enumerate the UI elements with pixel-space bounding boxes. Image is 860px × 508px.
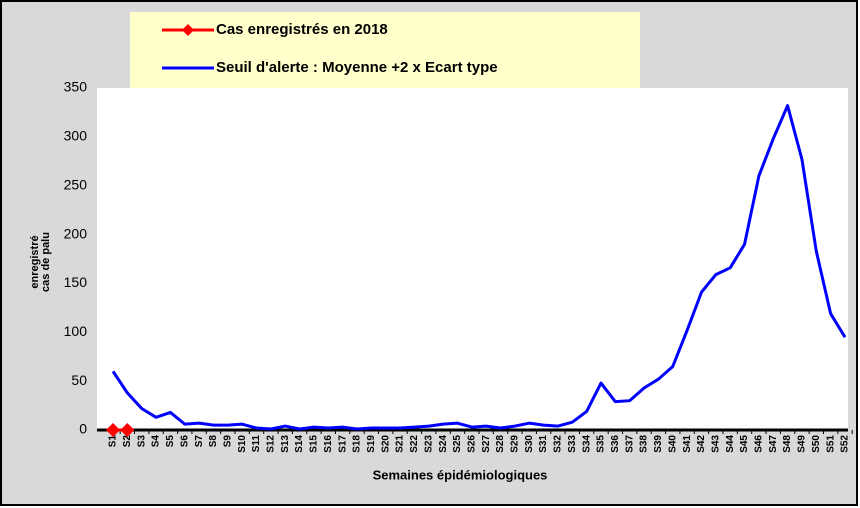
y-tick-label: 300 (64, 128, 88, 144)
legend (130, 12, 640, 88)
x-tick-label: S37 (624, 435, 635, 453)
x-tick-label: S20 (380, 435, 391, 453)
series-marker (120, 423, 135, 437)
x-tick-label: S18 (352, 435, 363, 453)
x-tick-label: S31 (538, 435, 549, 453)
x-tick-label: S49 (797, 435, 808, 453)
x-tick-label: S8 (208, 435, 219, 448)
y-axis-label-line: enregistré (29, 235, 41, 288)
x-tick-label: S17 (337, 435, 348, 453)
x-tick-label: S1 (108, 435, 119, 448)
x-tick-label: S9 (222, 435, 233, 448)
x-tick-label: S39 (653, 435, 664, 453)
y-tick-label: 350 (64, 79, 88, 95)
x-tick-label: S11 (251, 435, 262, 453)
x-tick-label: S13 (280, 435, 291, 453)
x-tick-label: S45 (739, 435, 750, 453)
x-tick-label: S50 (811, 435, 822, 453)
x-tick-label: S48 (782, 435, 793, 453)
x-tick-label: S6 (179, 435, 190, 448)
y-tick-label: 100 (64, 323, 88, 339)
x-tick-label: S26 (466, 435, 477, 453)
x-tick-label: S3 (136, 435, 147, 448)
x-tick-label: S25 (452, 435, 463, 453)
x-tick-label: S47 (768, 435, 779, 453)
y-tick-label: 150 (64, 274, 88, 290)
x-tick-label: S43 (710, 435, 721, 453)
x-tick-label: S29 (510, 435, 521, 453)
x-tick-label: S42 (696, 435, 707, 453)
x-axis-label: Semaines épidémiologiques (373, 467, 548, 482)
x-tick-label: S28 (495, 435, 506, 453)
x-tick-label: S40 (667, 435, 678, 453)
x-tick-label: S2 (122, 435, 133, 448)
x-tick-label: S27 (481, 435, 492, 453)
y-tick-label: 200 (64, 225, 88, 241)
legend-marker (182, 24, 194, 36)
x-tick-label: S16 (323, 435, 334, 453)
y-tick-label: 0 (79, 421, 87, 437)
x-tick-label: S5 (165, 435, 176, 448)
x-tick-label: S4 (151, 435, 162, 448)
x-tick-label: S38 (639, 435, 650, 453)
x-tick-label: S30 (524, 435, 535, 453)
series-marker (106, 423, 120, 437)
x-tick-label: S14 (294, 435, 305, 453)
x-tick-label: S52 (840, 435, 851, 453)
x-tick-label: S51 (825, 435, 836, 453)
x-tick-label: S35 (596, 435, 607, 453)
x-tick-label: S10 (237, 435, 248, 453)
x-tick-label: S7 (194, 435, 205, 448)
legend-label: Cas enregistrés en 2018 (216, 21, 388, 38)
x-tick-label: S22 (409, 435, 420, 453)
y-axis-label-line: cas de palu (40, 232, 52, 292)
x-tick-label: S12 (266, 435, 277, 453)
x-tick-label: S19 (366, 435, 377, 453)
x-tick-label: S23 (423, 435, 434, 453)
x-tick-label: S44 (725, 435, 736, 453)
x-tick-label: S21 (395, 435, 406, 453)
x-tick-label: S24 (438, 435, 449, 453)
y-tick-label: 50 (71, 372, 87, 388)
plot-area (97, 88, 848, 430)
x-tick-label: S36 (610, 435, 621, 453)
y-tick-label: 250 (64, 176, 88, 192)
legend-label: Seuil d'alerte : Moyenne +2 x Ecart type (216, 59, 498, 76)
y-axis-label: cas de palu enregistré (29, 232, 52, 292)
series-line (111, 104, 847, 431)
x-tick-label: S34 (581, 435, 592, 453)
x-tick-label: S46 (754, 435, 765, 453)
x-tick-label: S15 (309, 435, 320, 453)
x-tick-label: S32 (553, 435, 564, 453)
x-tick-label: S33 (567, 435, 578, 453)
x-tick-label: S41 (682, 435, 693, 453)
